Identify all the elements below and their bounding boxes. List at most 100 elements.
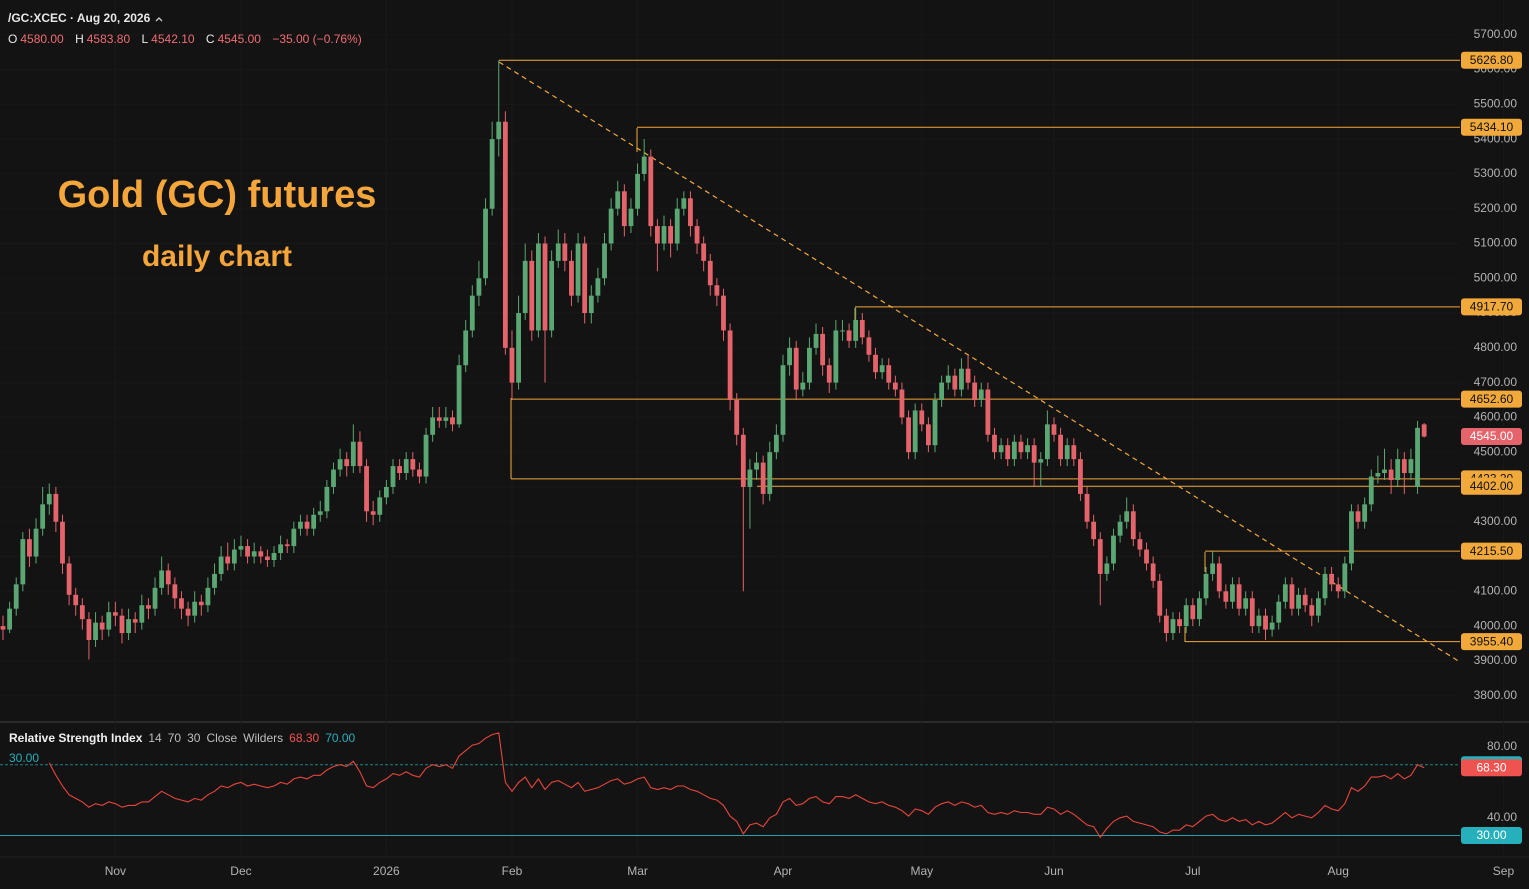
candle-body — [443, 417, 449, 421]
rsi-title: Relative Strength Index — [9, 731, 143, 745]
candle-body — [826, 365, 832, 383]
y-tick-label: 3900.00 — [1474, 653, 1518, 667]
candle-body — [40, 504, 46, 529]
rsi-tick-label: 80.00 — [1487, 739, 1517, 753]
candle-body — [1382, 469, 1387, 474]
level-badge-bg — [1461, 633, 1522, 651]
symbol-header: /GC:XCEC · Aug 20, 2026 O 4580.00 H 4583.8… — [8, 8, 362, 50]
candle-body — [912, 410, 918, 453]
candle-body — [978, 389, 984, 400]
ohlc-key: L — [141, 32, 149, 46]
level-badge: 4917.70 — [1470, 300, 1514, 314]
candle-body — [1388, 469, 1394, 480]
candle-body — [1064, 445, 1070, 460]
candle-body — [390, 466, 396, 487]
candle-body — [403, 459, 409, 474]
candle-body — [569, 260, 574, 296]
rsi-upper-band: 70.00 — [325, 731, 356, 745]
level-badge: 4215.50 — [1470, 544, 1514, 558]
candle-body — [1362, 504, 1368, 522]
candle-body — [456, 365, 462, 425]
ohlc-value: 4580.00 — [20, 32, 64, 46]
rsi-tick-label: 40.00 — [1487, 810, 1517, 824]
y-tick-label: 4300.00 — [1474, 514, 1518, 528]
candle-body — [1058, 434, 1063, 460]
last-price-badge-bg — [1461, 428, 1522, 446]
candle-body — [1091, 521, 1097, 540]
candle-body — [1170, 619, 1176, 634]
candle-body — [522, 260, 528, 314]
rsi-param: 30 — [187, 731, 201, 745]
candle-body — [787, 347, 792, 366]
rsi-pane — [0, 732, 1460, 839]
candle-body — [562, 243, 568, 261]
candle-body — [985, 389, 991, 435]
candle-body — [364, 466, 369, 512]
candle-body — [291, 528, 297, 547]
candle-body — [476, 278, 482, 296]
candle-body — [483, 208, 488, 279]
level-badge-bg — [1461, 298, 1522, 316]
candle-body — [489, 139, 495, 209]
candle-body — [265, 556, 270, 560]
candle-body — [654, 226, 660, 244]
candle-body — [582, 243, 588, 314]
candle-body — [152, 587, 158, 609]
candle-body — [595, 278, 601, 296]
ohlc-key: C — [205, 32, 215, 46]
candle-body — [833, 330, 839, 383]
candle-body — [377, 497, 383, 515]
candle-body — [1269, 622, 1275, 630]
y-tick-label: 5100.00 — [1474, 236, 1518, 250]
chart-title: Gold (GC) futures — [58, 174, 377, 216]
candle-body — [1124, 511, 1130, 522]
level-badge-bg — [1461, 118, 1522, 136]
price-change: −35.00 (−0.76%) — [272, 32, 362, 46]
collapse-icon[interactable] — [154, 14, 164, 24]
chart-subtitle: daily chart — [142, 240, 292, 273]
candle-body — [73, 594, 79, 606]
candle-body — [813, 333, 819, 348]
candle-body — [1005, 445, 1011, 460]
candle-body — [714, 285, 720, 296]
candle-body — [423, 434, 429, 477]
candle-body — [1401, 459, 1407, 474]
candle-body — [740, 434, 746, 487]
candle-body — [225, 556, 231, 564]
ohlc-value: 4545.00 — [217, 32, 261, 46]
candle-body — [79, 605, 85, 620]
candle-body — [205, 587, 211, 606]
candle-body — [278, 544, 284, 554]
candle-body — [251, 551, 257, 557]
candle-body — [1031, 445, 1037, 463]
candle-body — [20, 539, 26, 585]
candle-body — [727, 330, 733, 400]
candles — [0, 60, 1427, 660]
candle-body — [46, 493, 52, 505]
candle-body — [337, 459, 343, 470]
candle-body — [397, 466, 402, 474]
candle-body — [1144, 549, 1149, 564]
candle-body — [945, 375, 951, 383]
x-tick-label: Apr — [774, 864, 793, 878]
candle-body — [1183, 605, 1189, 627]
candle-body — [615, 191, 621, 209]
candle-body — [635, 173, 640, 209]
candle-body — [410, 459, 416, 470]
candle-body — [754, 462, 759, 470]
candle-body — [747, 469, 753, 487]
candle-body — [1249, 598, 1255, 627]
candle-body — [1415, 427, 1420, 487]
candle-body — [258, 551, 264, 557]
candle-body — [172, 584, 178, 599]
ohlc-key: O — [8, 32, 18, 46]
candle-body — [621, 191, 627, 227]
candle-body — [965, 368, 971, 383]
candle-body — [1038, 459, 1044, 463]
candle-body — [238, 546, 244, 550]
y-tick-label: 5300.00 — [1474, 166, 1518, 180]
symbol: /GC:XCEC · Aug 20, 2026 — [8, 11, 151, 25]
candle-body — [1203, 573, 1209, 599]
x-tick-label: Mar — [627, 864, 648, 878]
